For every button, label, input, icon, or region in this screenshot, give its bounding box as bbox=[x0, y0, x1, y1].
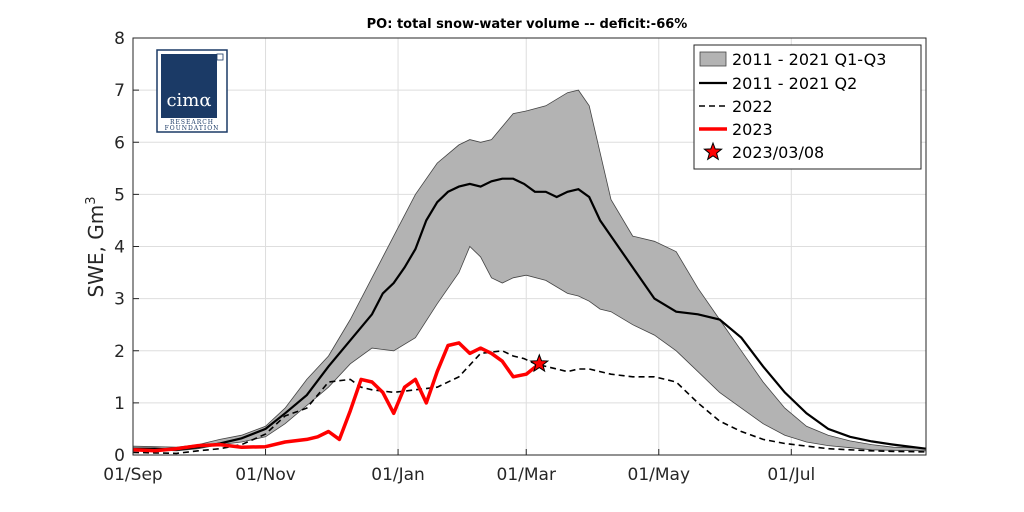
y-tick-label: 2 bbox=[114, 342, 125, 362]
axis-ticks bbox=[132, 37, 792, 456]
median-line bbox=[133, 177, 927, 451]
star-marker-icon bbox=[529, 353, 550, 373]
y-tick-label: 4 bbox=[114, 238, 125, 258]
chart-title: PO: total snow-water volume -- deficit:-… bbox=[367, 17, 688, 32]
y-tick-label: 5 bbox=[114, 185, 125, 205]
legend-label-band: 2011 - 2021 Q1-Q3 bbox=[732, 50, 886, 69]
y-axis-label: SWE, Gm3 bbox=[84, 196, 108, 297]
cima-logo: cimα RESEARCH FOUNDATION bbox=[156, 49, 228, 133]
y-tick-label: 7 bbox=[114, 81, 125, 101]
legend-box bbox=[693, 44, 922, 170]
y-tick-label: 3 bbox=[114, 290, 125, 310]
line-2023 bbox=[132, 341, 541, 453]
x-tick-label: 01/May bbox=[628, 465, 691, 485]
x-tick-label: 01/Jan bbox=[371, 465, 425, 485]
y-tick-label: 0 bbox=[114, 446, 125, 466]
logo-line2: FOUNDATION bbox=[165, 125, 220, 132]
legend-label-marker: 2023/03/08 bbox=[732, 143, 824, 162]
logo-main: cimα bbox=[166, 90, 211, 111]
x-tick-label: 01/Sep bbox=[103, 465, 162, 485]
logo-line1: RESEARCH bbox=[170, 119, 214, 126]
legend-swatch-band bbox=[699, 51, 727, 67]
x-tick-label: 01/Jul bbox=[767, 465, 815, 485]
legend-label-median: 2011 - 2021 Q2 bbox=[732, 74, 857, 93]
y-tick-label: 8 bbox=[114, 29, 125, 49]
y-tick-label: 1 bbox=[114, 394, 125, 414]
x-tick-label: 01/Mar bbox=[497, 465, 556, 485]
y-tick-label: 6 bbox=[114, 133, 125, 153]
legend-label-2022: 2022 bbox=[732, 97, 773, 116]
legend: 2011 - 2021 Q1-Q3 2011 - 2021 Q2 2022 20… bbox=[693, 44, 922, 170]
x-tick-label: 01/Nov bbox=[235, 465, 296, 485]
line-2022 bbox=[132, 349, 927, 455]
legend-star-icon bbox=[703, 141, 723, 161]
legend-label-2023: 2023 bbox=[732, 120, 773, 139]
